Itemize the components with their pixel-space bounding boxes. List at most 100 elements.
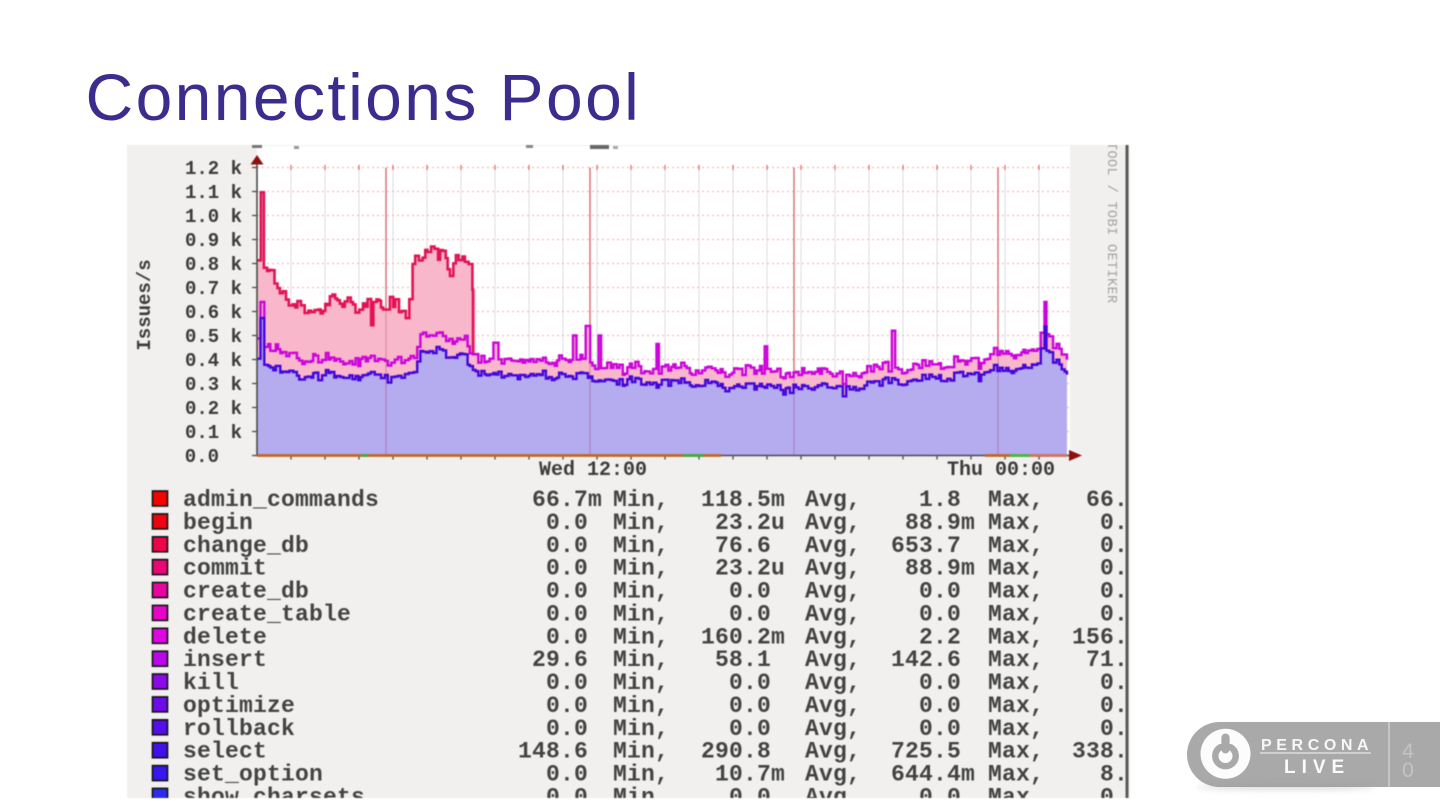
- svg-text:m: m: [961, 762, 975, 788]
- svg-text:m: m: [961, 510, 975, 536]
- svg-text:select: select: [183, 739, 267, 765]
- svg-text:Max,: Max,: [988, 647, 1044, 673]
- svg-text:58.1: 58.1: [715, 647, 771, 673]
- svg-text:88.9: 88.9: [905, 510, 961, 536]
- svg-text:338.: 338.: [1072, 739, 1128, 765]
- svg-text:Avg,: Avg,: [805, 762, 861, 788]
- svg-text:0.: 0.: [1100, 601, 1128, 627]
- svg-text:0.: 0.: [1100, 670, 1128, 696]
- svg-text:0.0: 0.0: [546, 784, 588, 798]
- svg-text:160.2: 160.2: [701, 624, 771, 650]
- svg-text:0.0: 0.0: [919, 716, 961, 742]
- svg-text:Issues/s: Issues/s: [134, 259, 156, 350]
- svg-text:Avg,: Avg,: [805, 716, 861, 742]
- svg-text:0.0: 0.0: [729, 601, 771, 627]
- svg-text:644.4: 644.4: [891, 762, 961, 788]
- svg-text:m: m: [771, 624, 785, 650]
- svg-text:Avg,: Avg,: [805, 670, 861, 696]
- svg-text:Avg,: Avg,: [805, 579, 861, 605]
- svg-text:Avg,: Avg,: [805, 556, 861, 582]
- svg-text:0.5 k: 0.5 k: [185, 326, 242, 348]
- svg-text:admin_commands: admin_commands: [183, 487, 379, 513]
- svg-text:Max,: Max,: [988, 533, 1044, 559]
- svg-text:Avg,: Avg,: [805, 533, 861, 559]
- svg-text:set_option: set_option: [183, 762, 323, 788]
- svg-text:m: m: [588, 487, 602, 513]
- svg-text:118.5: 118.5: [701, 487, 771, 513]
- svg-text:0.3 k: 0.3 k: [185, 374, 242, 396]
- svg-text:Avg,: Avg,: [805, 487, 861, 513]
- svg-text:29.6: 29.6: [532, 647, 588, 673]
- svg-text:Min,: Min,: [613, 739, 669, 765]
- svg-text:Min,: Min,: [613, 487, 669, 513]
- svg-text:commit: commit: [183, 556, 267, 582]
- svg-text:0.9 k: 0.9 k: [185, 230, 242, 252]
- svg-text:Max,: Max,: [988, 762, 1044, 788]
- svg-text:Max,: Max,: [988, 716, 1044, 742]
- svg-text:0.0: 0.0: [919, 784, 961, 798]
- svg-text:Max,: Max,: [988, 624, 1044, 650]
- svg-text:Avg,: Avg,: [805, 784, 861, 798]
- svg-text:0.: 0.: [1100, 533, 1128, 559]
- svg-text:0.: 0.: [1100, 579, 1128, 605]
- svg-text:Max,: Max,: [988, 510, 1044, 536]
- svg-text:0.0: 0.0: [546, 579, 588, 605]
- svg-text:Avg,: Avg,: [805, 601, 861, 627]
- svg-text:Wed 12:00: Wed 12:00: [539, 459, 647, 482]
- svg-text:0.: 0.: [1100, 716, 1128, 742]
- svg-text:rollback: rollback: [183, 716, 295, 742]
- svg-text:insert: insert: [183, 647, 267, 673]
- svg-text:Max,: Max,: [988, 670, 1044, 696]
- svg-text:Min,: Min,: [613, 533, 669, 559]
- svg-text:0.0: 0.0: [919, 601, 961, 627]
- svg-text:Min,: Min,: [613, 647, 669, 673]
- svg-text:Max,: Max,: [988, 556, 1044, 582]
- svg-text:u: u: [771, 510, 785, 536]
- svg-text:0.0: 0.0: [919, 579, 961, 605]
- svg-text:0.4 k: 0.4 k: [185, 350, 242, 372]
- svg-text:66.: 66.: [1086, 487, 1128, 513]
- svg-text:Min,: Min,: [613, 510, 669, 536]
- svg-text:0.0: 0.0: [546, 670, 588, 696]
- svg-text:0.0: 0.0: [546, 716, 588, 742]
- svg-text:1.0 k: 1.0 k: [185, 206, 242, 228]
- svg-text:show_charsets: show_charsets: [183, 784, 365, 798]
- svg-text:0.7 k: 0.7 k: [185, 278, 242, 300]
- svg-text:2.2: 2.2: [919, 624, 961, 650]
- svg-text:76.6: 76.6: [715, 533, 771, 559]
- svg-text:0.8 k: 0.8 k: [185, 254, 242, 276]
- svg-text:0.0: 0.0: [546, 533, 588, 559]
- svg-text:Avg,: Avg,: [805, 693, 861, 719]
- svg-text:156.: 156.: [1072, 624, 1128, 650]
- svg-text:u: u: [771, 556, 785, 582]
- svg-text:10.7: 10.7: [715, 762, 771, 788]
- svg-text:Min,: Min,: [613, 670, 669, 696]
- svg-text:0.1 k: 0.1 k: [185, 422, 242, 444]
- svg-text:Min,: Min,: [613, 762, 669, 788]
- svg-text:0.: 0.: [1100, 510, 1128, 536]
- svg-text:Min,: Min,: [613, 556, 669, 582]
- svg-text:148.6: 148.6: [518, 739, 588, 765]
- svg-text:Min,: Min,: [613, 579, 669, 605]
- svg-text:Avg,: Avg,: [805, 647, 861, 673]
- svg-text:0.0: 0.0: [729, 693, 771, 719]
- svg-text:725.5: 725.5: [891, 739, 961, 765]
- svg-text:TOOL / TOBI OETIKER: TOOL / TOBI OETIKER: [1103, 145, 1118, 304]
- svg-text:0.0: 0.0: [546, 510, 588, 536]
- svg-text:653.7: 653.7: [891, 533, 961, 559]
- svg-text:Max,: Max,: [988, 693, 1044, 719]
- svg-text:0.0: 0.0: [919, 693, 961, 719]
- svg-text:delete: delete: [183, 624, 267, 650]
- svg-text:0.: 0.: [1100, 784, 1128, 798]
- svg-text:0.0: 0.0: [546, 762, 588, 788]
- svg-text:0.0: 0.0: [729, 579, 771, 605]
- svg-text:0.: 0.: [1100, 556, 1128, 582]
- svg-text:0.0: 0.0: [546, 624, 588, 650]
- svg-text:1.1 k: 1.1 k: [185, 182, 242, 204]
- svg-text:Thu 00:00: Thu 00:00: [947, 459, 1055, 482]
- svg-text:Max,: Max,: [988, 579, 1044, 605]
- svg-text:66.7: 66.7: [532, 487, 588, 513]
- svg-text:71.: 71.: [1086, 647, 1128, 673]
- svg-text:0.0: 0.0: [919, 670, 961, 696]
- svg-text:23.2: 23.2: [715, 510, 771, 536]
